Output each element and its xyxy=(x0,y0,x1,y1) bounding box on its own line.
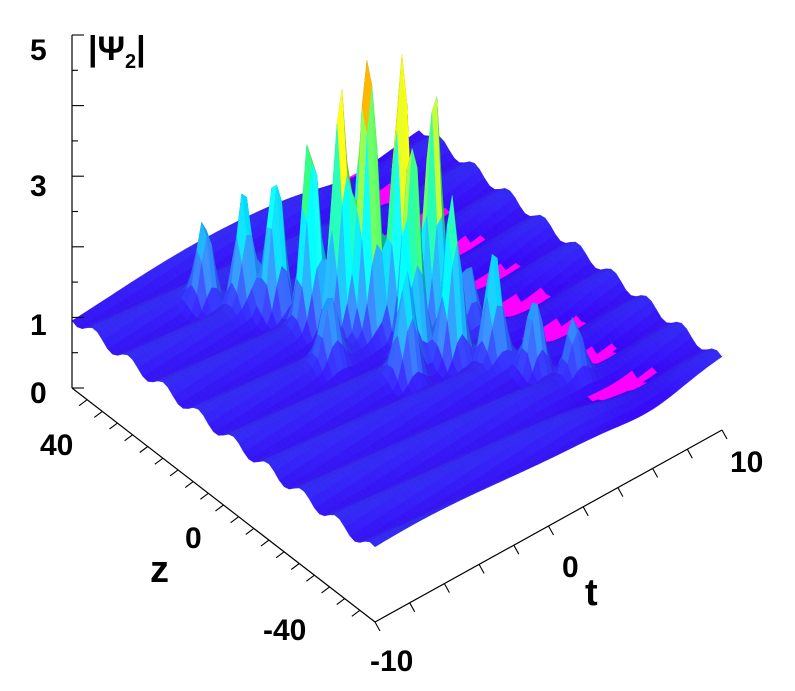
surface-patch xyxy=(369,539,381,548)
t-tick xyxy=(686,448,693,459)
amp-tick-label-3: 3 xyxy=(30,170,47,203)
z-tick xyxy=(139,446,149,453)
z-tick xyxy=(321,586,330,594)
z-tick xyxy=(336,598,346,606)
z-tick-label-0: 0 xyxy=(185,522,202,555)
t-tick xyxy=(617,487,624,497)
amp-tick-label-0: 0 xyxy=(30,377,47,410)
t-tick xyxy=(582,506,589,517)
t-tick xyxy=(652,468,659,478)
z-tick xyxy=(351,609,361,617)
t-tick-label-10: 10 xyxy=(730,446,763,479)
amp-axis-title: |Ψ2| xyxy=(88,30,146,73)
z-tick xyxy=(275,551,285,559)
t-tick xyxy=(409,602,416,613)
z-tick xyxy=(245,527,255,535)
z-tick xyxy=(109,422,118,430)
z-tick-label-minus40: -40 xyxy=(263,614,306,647)
z-tick xyxy=(184,481,194,489)
t-tick xyxy=(478,564,485,574)
z-axis-title: z xyxy=(150,549,169,591)
amp-tick-label-1: 1 xyxy=(30,309,47,342)
z-tick xyxy=(154,457,164,465)
z-tick xyxy=(200,492,209,500)
t-tick xyxy=(548,525,554,536)
axis-ticks xyxy=(72,34,728,632)
z-tick xyxy=(93,410,103,418)
z-tick xyxy=(124,434,133,442)
z-tick xyxy=(169,469,179,477)
t-tick-label-0: 0 xyxy=(562,551,579,584)
z-tick xyxy=(230,516,239,524)
z-tick xyxy=(260,539,270,547)
t-tick xyxy=(443,583,450,593)
amp-tick-label-5: 5 xyxy=(30,34,47,67)
t-tick-label-minus10: -10 xyxy=(370,645,413,678)
z-tick xyxy=(78,399,88,407)
t-tick xyxy=(721,429,728,440)
z-tick xyxy=(215,504,224,512)
t-axis-title: t xyxy=(585,572,598,614)
t-tick xyxy=(374,621,381,632)
amp-axis-title-sub: 2 xyxy=(125,51,136,73)
z-tick xyxy=(306,574,315,582)
z-tick xyxy=(290,563,300,570)
surface-mesh xyxy=(71,54,723,548)
t-tick xyxy=(513,544,520,555)
z-tick-label-40: 40 xyxy=(40,429,73,462)
